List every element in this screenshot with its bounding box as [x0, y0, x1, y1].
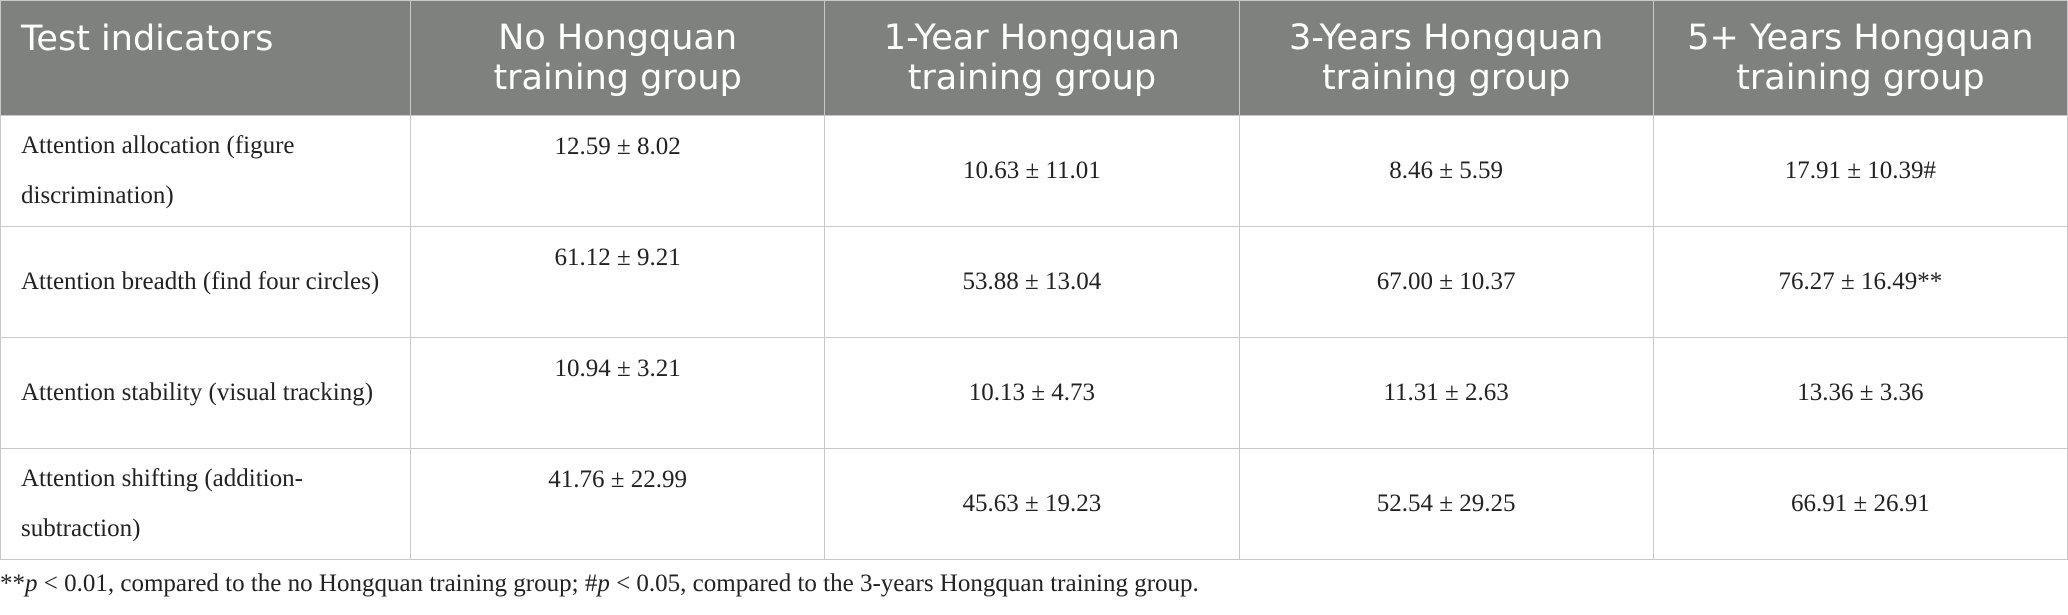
indicator-cell: Attention shifting (addition-subtraction… [0, 448, 411, 560]
footnote-text: p [25, 570, 38, 597]
value-cell: 67.00 ± 10.37 [1238, 226, 1654, 338]
value-cell: 61.12 ± 9.21 [409, 226, 826, 338]
value-cell: 12.59 ± 8.02 [409, 115, 826, 227]
value-cell: 52.54 ± 29.25 [1238, 448, 1654, 560]
value-cell: 10.63 ± 11.01 [824, 115, 1240, 227]
header-cell: No Hongquan training group [409, 0, 826, 116]
footnote-text: ** [0, 570, 25, 597]
value-cell: 76.27 ± 16.49** [1652, 226, 2068, 338]
indicator-cell: Attention breadth (find four circles) [0, 226, 411, 338]
value-cell: 13.36 ± 3.36 [1652, 337, 2068, 449]
header-row: Test indicators No Hongquan training grou… [0, 0, 2068, 116]
footnote-text: < 0.05, compared to the 3-years Hongquan… [609, 570, 1199, 597]
indicator-cell: Attention stability (visual tracking) [0, 337, 411, 449]
header-cell: 3-Years Hongquan training group [1238, 0, 1654, 116]
indicator-cell: Attention allocation (figure discriminat… [0, 115, 411, 227]
value-cell: 53.88 ± 13.04 [824, 226, 1240, 338]
value-cell: 45.63 ± 19.23 [824, 448, 1240, 560]
table-row: Attention breadth (find four circles) 61.… [0, 226, 2068, 338]
table-header: Test indicators No Hongquan training grou… [0, 0, 2068, 116]
header-cell: Test indicators [0, 0, 411, 116]
value-cell: 8.46 ± 5.59 [1238, 115, 1654, 227]
footnote-text: < 0.01, compared to the no Hongquan trai… [37, 570, 598, 597]
header-cell: 5+ Years Hongquan training group [1652, 0, 2068, 116]
footnote-text: p [597, 570, 610, 597]
footnote: **p < 0.01, compared to the no Hongquan … [0, 570, 1199, 598]
data-table: Test indicators No Hongquan training grou… [0, 0, 2068, 560]
header-cell: 1-Year Hongquan training group [824, 0, 1240, 116]
value-cell: 41.76 ± 22.99 [409, 448, 826, 560]
value-cell: 11.31 ± 2.63 [1238, 337, 1654, 449]
value-cell: 10.13 ± 4.73 [824, 337, 1240, 449]
value-cell: 17.91 ± 10.39# [1652, 115, 2068, 227]
table-row: Attention allocation (figure discriminat… [0, 115, 2068, 227]
value-cell: 10.94 ± 3.21 [409, 337, 826, 449]
table-row: Attention shifting (addition-subtraction… [0, 448, 2068, 560]
value-cell: 66.91 ± 26.91 [1652, 448, 2068, 560]
table-body: Attention allocation (figure discriminat… [0, 115, 2068, 560]
table-row: Attention stability (visual tracking) 10.… [0, 337, 2068, 449]
